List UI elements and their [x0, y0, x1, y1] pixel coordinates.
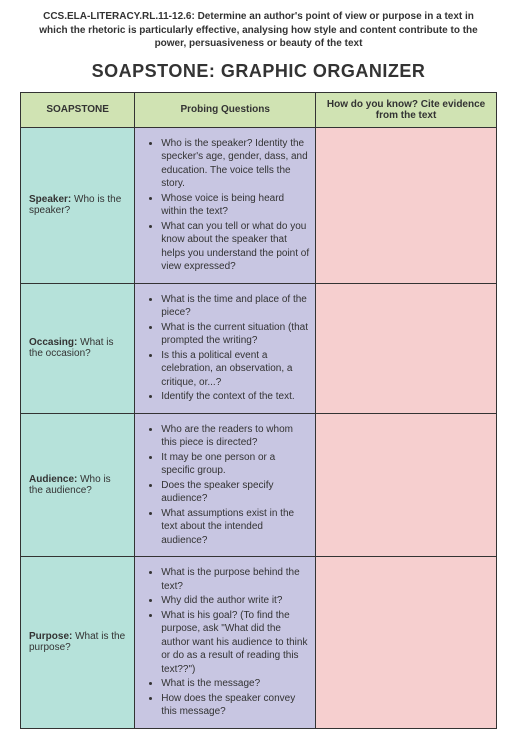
cell-evidence: [316, 283, 497, 413]
cell-questions: Who are the readers to whom this piece i…: [135, 413, 316, 557]
table-row: Audience: Who is the audience? Who are th…: [21, 413, 497, 557]
question-item: What assumptions exist in the text about…: [161, 507, 309, 548]
soapstone-table: SOAPSTONE Probing Questions How do you k…: [20, 92, 497, 729]
question-item: What can you tell or what do you know ab…: [161, 220, 309, 274]
question-list: What is the time and place of the piece?…: [137, 293, 309, 404]
category-label: Purpose:: [29, 631, 72, 642]
table-body: Speaker: Who is the speaker? Who is the s…: [21, 127, 497, 728]
question-item: What is the purpose behind the text?: [161, 566, 309, 593]
cell-evidence: [316, 127, 497, 283]
cell-category: Occasing: What is the occasion?: [21, 283, 135, 413]
question-item: It may be one person or a specific group…: [161, 451, 309, 478]
question-item: Who are the readers to whom this piece i…: [161, 423, 309, 450]
question-item: Whose voice is being heard within the te…: [161, 192, 309, 219]
page-title: SOAPSTONE: GRAPHIC ORGANIZER: [0, 55, 517, 92]
table-row: Speaker: Who is the speaker? Who is the s…: [21, 127, 497, 283]
cell-evidence: [316, 557, 497, 729]
question-item: How does the speaker convey this message…: [161, 692, 309, 719]
question-list: Who is the speaker? Identity the specker…: [137, 137, 309, 274]
question-item: Does the speaker specify audience?: [161, 479, 309, 506]
cell-questions: Who is the speaker? Identity the specker…: [135, 127, 316, 283]
question-item: What is the current situation (that prom…: [161, 321, 309, 348]
cell-category: Purpose: What is the purpose?: [21, 557, 135, 729]
question-item: Identify the context of the text.: [161, 390, 309, 404]
question-item: Why did the author write it?: [161, 594, 309, 608]
question-item: What is the message?: [161, 677, 309, 691]
cell-questions: What is the time and place of the piece?…: [135, 283, 316, 413]
cell-questions: What is the purpose behind the text?Why …: [135, 557, 316, 729]
cell-category: Speaker: Who is the speaker?: [21, 127, 135, 283]
category-label: Occasing:: [29, 337, 77, 348]
table-row: Purpose: What is the purpose?What is the…: [21, 557, 497, 729]
table-header-row: SOAPSTONE Probing Questions How do you k…: [21, 92, 497, 127]
question-item: Who is the speaker? Identity the specker…: [161, 137, 309, 191]
question-list: Who are the readers to whom this piece i…: [137, 423, 309, 548]
col-header-soapstone: SOAPSTONE: [21, 92, 135, 127]
cell-evidence: [316, 413, 497, 557]
category-label: Audience:: [29, 474, 77, 485]
question-item: What is the time and place of the piece?: [161, 293, 309, 320]
category-label: Speaker:: [29, 194, 71, 205]
table-row: Occasing: What is the occasion?What is t…: [21, 283, 497, 413]
col-header-questions: Probing Questions: [135, 92, 316, 127]
standard-text: CCS.ELA-LITERACY.RL.11-12.6: Determine a…: [0, 0, 517, 55]
question-item: Is this a political event a celebration,…: [161, 349, 309, 390]
cell-category: Audience: Who is the audience?: [21, 413, 135, 557]
question-list: What is the purpose behind the text?Why …: [137, 566, 309, 719]
col-header-evidence: How do you know? Cite evidence from the …: [316, 92, 497, 127]
question-item: What is his goal? (To find the purpose, …: [161, 609, 309, 677]
